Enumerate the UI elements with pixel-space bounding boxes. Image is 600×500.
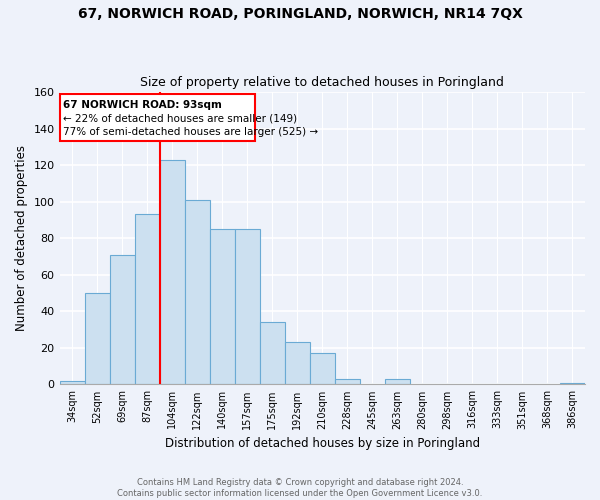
Bar bbox=[209, 229, 235, 384]
Bar bbox=[560, 382, 585, 384]
Title: Size of property relative to detached houses in Poringland: Size of property relative to detached ho… bbox=[140, 76, 504, 90]
Bar bbox=[110, 254, 134, 384]
Bar bbox=[59, 381, 85, 384]
Bar bbox=[235, 229, 260, 384]
Bar bbox=[85, 293, 110, 384]
Text: Contains HM Land Registry data © Crown copyright and database right 2024.
Contai: Contains HM Land Registry data © Crown c… bbox=[118, 478, 482, 498]
X-axis label: Distribution of detached houses by size in Poringland: Distribution of detached houses by size … bbox=[165, 437, 480, 450]
Bar bbox=[310, 354, 335, 384]
FancyBboxPatch shape bbox=[59, 94, 255, 142]
Text: 67 NORWICH ROAD: 93sqm: 67 NORWICH ROAD: 93sqm bbox=[63, 100, 222, 110]
Text: 67, NORWICH ROAD, PORINGLAND, NORWICH, NR14 7QX: 67, NORWICH ROAD, PORINGLAND, NORWICH, N… bbox=[77, 8, 523, 22]
Bar bbox=[160, 160, 185, 384]
Bar bbox=[185, 200, 209, 384]
Bar bbox=[260, 322, 285, 384]
Text: 77% of semi-detached houses are larger (525) →: 77% of semi-detached houses are larger (… bbox=[63, 127, 319, 137]
Bar bbox=[385, 379, 410, 384]
Y-axis label: Number of detached properties: Number of detached properties bbox=[15, 145, 28, 331]
Bar bbox=[285, 342, 310, 384]
Bar bbox=[134, 214, 160, 384]
Text: ← 22% of detached houses are smaller (149): ← 22% of detached houses are smaller (14… bbox=[63, 113, 298, 123]
Bar bbox=[335, 379, 360, 384]
